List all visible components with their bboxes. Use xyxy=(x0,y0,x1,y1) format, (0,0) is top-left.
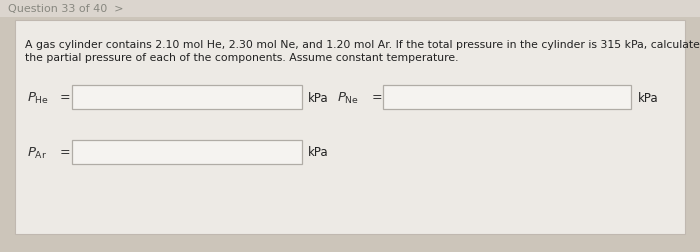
Text: A gas cylinder contains 2.10 mol He, 2.30 mol Ne, and 1.20 mol Ar. If the total : A gas cylinder contains 2.10 mol He, 2.3… xyxy=(25,40,700,50)
Text: $P_{\rm He}$: $P_{\rm He}$ xyxy=(27,90,49,105)
Text: kPa: kPa xyxy=(308,91,328,104)
Bar xyxy=(72,86,302,110)
Bar xyxy=(383,86,631,110)
Text: Question 33 of 40  >: Question 33 of 40 > xyxy=(8,4,123,14)
Bar xyxy=(15,21,685,234)
Text: =: = xyxy=(60,91,71,104)
Bar xyxy=(0,0,700,18)
Text: the partial pressure of each of the components. Assume constant temperature.: the partial pressure of each of the comp… xyxy=(25,53,458,63)
Text: =: = xyxy=(60,146,71,159)
Bar xyxy=(72,140,302,164)
Text: =: = xyxy=(372,91,383,104)
Text: kPa: kPa xyxy=(638,91,659,104)
Text: $P_{\rm Ne}$: $P_{\rm Ne}$ xyxy=(337,90,359,105)
Text: $P_{\rm Ar}$: $P_{\rm Ar}$ xyxy=(27,145,47,160)
Text: kPa: kPa xyxy=(308,146,328,159)
